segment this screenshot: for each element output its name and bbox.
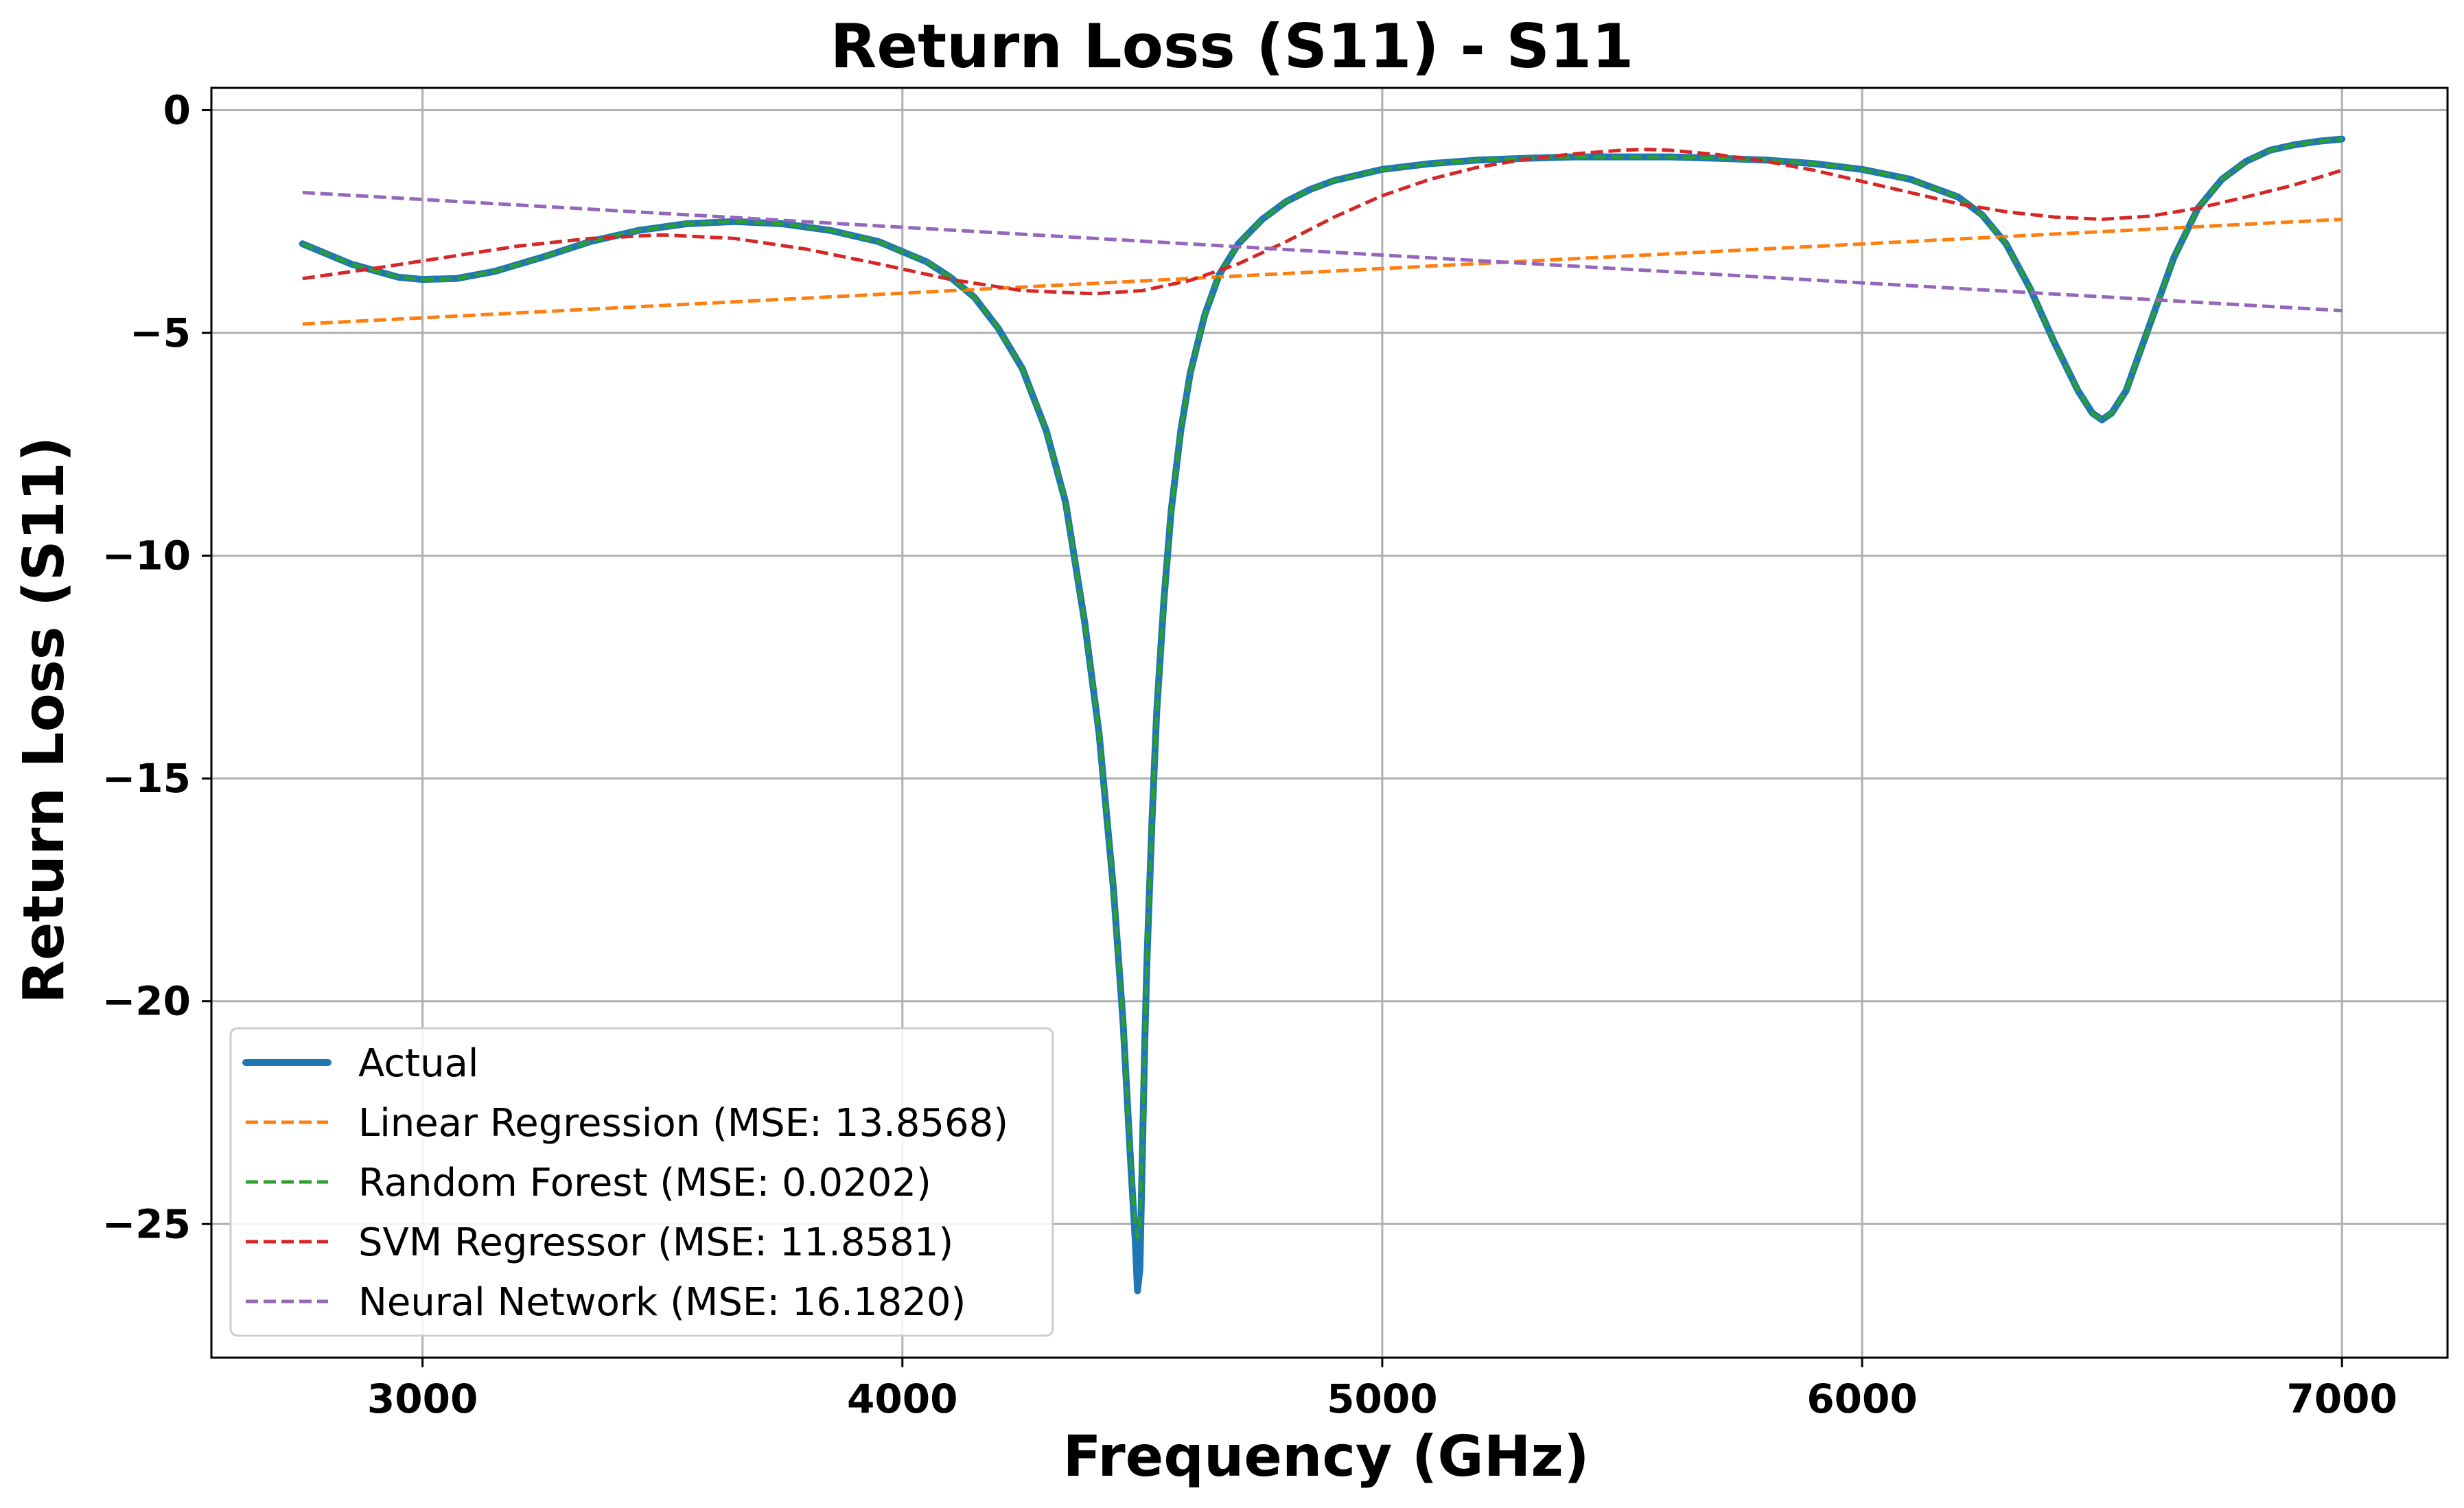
x-tick-label: 6000	[1806, 1376, 1917, 1422]
y-tick-label: −15	[102, 755, 191, 802]
plot-frame	[210, 86, 2449, 1359]
legend-label-0: Actual	[358, 1041, 478, 1086]
legend-label-1: Linear Regression (MSE: 13.8568)	[358, 1101, 1008, 1146]
y-tick-label: 0	[163, 86, 191, 133]
series-line-4	[302, 191, 2343, 313]
grid-layer	[211, 88, 2448, 1358]
series-line-3	[302, 148, 2343, 296]
x-tick-label: 3000	[367, 1376, 478, 1422]
tick-layer: 3000 4000 5000 6000 7000 0 −5 −10 −15 −20 −25	[102, 86, 2397, 1422]
y-axis-label: Return Loss (S11)	[12, 437, 77, 1004]
y-tick-label: −5	[130, 310, 191, 356]
legend-label-4: Neural Network (MSE: 16.1820)	[358, 1280, 966, 1325]
legend-box	[229, 1027, 1054, 1337]
x-tick-label: 7000	[2286, 1376, 2397, 1422]
legend: Actual Linear Regression (MSE: 13.8568) Ra…	[229, 1027, 1054, 1337]
y-tick-label: −25	[102, 1200, 191, 1247]
x-tick-label: 5000	[1327, 1376, 1437, 1422]
x-axis-label: Frequency (GHz)	[1062, 1424, 1589, 1489]
legend-label-3: SVM Regressor (MSE: 11.8581)	[358, 1220, 953, 1265]
legend-label-2: Random Forest (MSE: 0.0202)	[358, 1161, 931, 1205]
series-layer	[299, 135, 2346, 1295]
x-tick-label: 4000	[847, 1376, 957, 1422]
y-tick-label: −10	[102, 533, 191, 579]
y-tick-label: −20	[102, 978, 191, 1025]
chart-title: Return Loss (S11) - S11	[830, 11, 1634, 82]
series-line-2	[301, 137, 2343, 1240]
